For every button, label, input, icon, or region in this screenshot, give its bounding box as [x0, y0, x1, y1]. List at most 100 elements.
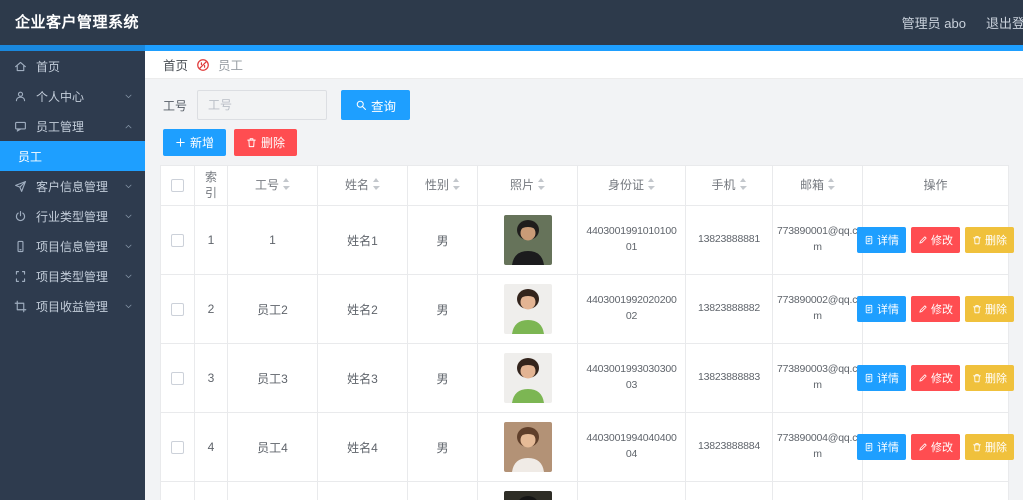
cell-email: 773890002@qq.co m — [772, 274, 863, 345]
cell-actions: 详情 修改 删除 — [857, 412, 1014, 483]
sidebar-item-5[interactable]: 行业类型管理 — [0, 201, 145, 231]
cell-gender: 男 — [407, 205, 478, 276]
detail-row-button[interactable]: 详情 — [857, 365, 906, 392]
brackets-icon — [14, 270, 27, 283]
column-header-label: 操作 — [923, 177, 948, 192]
column-header-5[interactable]: 照片 — [477, 164, 578, 207]
sort-icon[interactable] — [647, 177, 655, 190]
column-header-6[interactable]: 身份证 — [577, 164, 686, 207]
column-header-2[interactable]: 工号 — [227, 164, 318, 207]
plus-icon — [175, 137, 186, 148]
cell-actions: 详情 修改 删除 — [857, 343, 1014, 414]
cell-index: 4 — [194, 412, 228, 483]
current-user-label[interactable]: 管理员 abo — [901, 16, 966, 31]
work-no-input[interactable] — [197, 90, 328, 120]
row-checkbox[interactable] — [171, 372, 184, 386]
employee-photo — [503, 422, 552, 473]
table-row: 3 员工3 姓名3 男 4403001993030300 03 13823888883 77… — [160, 343, 1014, 414]
sidebar-item-4[interactable]: 客户信息管理 — [0, 171, 145, 201]
row-checkbox[interactable] — [171, 234, 184, 248]
chevron-down-icon — [124, 302, 133, 311]
chevron-down-icon — [124, 212, 133, 221]
column-header-label: 姓名 — [344, 177, 369, 192]
cell-email — [772, 481, 863, 500]
row-checkbox[interactable] — [171, 303, 184, 317]
cell-actions: 详情 修改 删除 — [857, 205, 1014, 276]
sort-icon[interactable] — [282, 177, 290, 190]
cell-phone: 13823888881 — [685, 205, 773, 276]
work-no-label: 工号 — [163, 98, 188, 113]
breadcrumb-home[interactable]: 首页 — [163, 59, 189, 73]
action-label: 删除 — [985, 373, 1007, 386]
sort-icon[interactable] — [739, 177, 747, 190]
sort-icon[interactable] — [827, 177, 835, 190]
detail-row-button[interactable]: 详情 — [857, 227, 906, 254]
cell-email: 773890001@qq.co m — [772, 205, 863, 276]
table-row: 2 员工2 姓名2 男 4403001992020200 02 13823888882 77… — [160, 274, 1014, 345]
sidebar-item-6[interactable]: 项目信息管理 — [0, 231, 145, 261]
row-checkbox-cell — [160, 274, 195, 345]
crop-icon — [14, 300, 27, 313]
employee-photo — [503, 215, 552, 266]
sidebar-item-7[interactable]: 项目类型管理 — [0, 261, 145, 291]
select-all-checkbox[interactable] — [171, 179, 184, 193]
employee-photo — [503, 491, 552, 500]
row-checkbox[interactable] — [171, 441, 184, 455]
pencil-icon — [918, 304, 928, 314]
file-icon — [864, 442, 874, 452]
column-header-8[interactable]: 邮箱 — [772, 164, 863, 207]
delete-row-button[interactable]: 删除 — [965, 434, 1014, 461]
table-toolbar: 新增 删除 — [163, 129, 298, 156]
edit-row-button[interactable]: 修改 — [911, 365, 960, 392]
edit-row-button[interactable]: 修改 — [911, 296, 960, 323]
detail-row-button[interactable]: 详情 — [857, 434, 906, 461]
action-label: 详情 — [877, 235, 899, 248]
cell-gender: 男 — [407, 412, 478, 483]
sidebar-item-2[interactable]: 员工管理 — [0, 111, 145, 141]
column-header-1: 索引 — [194, 164, 228, 207]
sidebar-item-1[interactable]: 个人中心 — [0, 81, 145, 111]
trash-icon — [972, 304, 982, 314]
file-icon — [864, 235, 874, 245]
row-checkbox-cell — [160, 343, 195, 414]
action-label: 修改 — [931, 235, 953, 248]
column-header-3[interactable]: 姓名 — [317, 164, 408, 207]
edit-row-button[interactable]: 修改 — [911, 434, 960, 461]
column-header-4[interactable]: 性别 — [407, 164, 478, 207]
sidebar-item-3[interactable]: 员工 — [0, 141, 145, 171]
query-button-label: 查询 — [371, 99, 397, 114]
trash-icon — [972, 235, 982, 245]
column-header-label: 照片 — [509, 177, 534, 192]
cell-id-card: 4403001992020200 02 — [577, 274, 686, 345]
column-header-7[interactable]: 手机 — [685, 164, 773, 207]
sidebar-nav: 首页个人中心员工管理 员工 客户信息管理 行业类型管理 项目信息管理 项目类型管理项目收益… — [0, 51, 145, 500]
sidebar-item-label: 项目收益管理 — [36, 299, 109, 314]
search-form: 工号 查询 — [163, 90, 411, 120]
row-checkbox-cell — [160, 412, 195, 483]
delete-row-button[interactable]: 删除 — [965, 365, 1014, 392]
cell-id-card: 4403001993030300 03 — [577, 343, 686, 414]
employee-photo — [503, 353, 552, 404]
table-body: 1 1 姓名1 男 4403001991010100 01 13823888881 7738… — [160, 205, 1014, 500]
row-actions: 详情 修改 删除 — [857, 434, 1014, 461]
sort-icon[interactable] — [372, 177, 380, 190]
column-header-label: 工号 — [254, 177, 279, 192]
edit-row-button[interactable]: 修改 — [911, 227, 960, 254]
delete-row-button[interactable]: 删除 — [965, 227, 1014, 254]
sidebar-item-0[interactable]: 首页 — [0, 51, 145, 81]
cell-id-card: 4403001994040400 04 — [577, 412, 686, 483]
logout-link[interactable]: 退出登录 — [985, 16, 1023, 31]
sidebar-item-label: 个人中心 — [36, 89, 85, 104]
add-button[interactable]: 新增 — [163, 129, 227, 156]
delete-button[interactable]: 删除 — [234, 129, 298, 156]
sort-icon[interactable] — [537, 177, 545, 190]
sidebar-item-8[interactable]: 项目收益管理 — [0, 291, 145, 321]
column-header-label: 索引 — [204, 170, 217, 200]
cell-work-no: 1 — [227, 205, 318, 276]
action-label: 详情 — [877, 442, 899, 455]
query-button[interactable]: 查询 — [341, 90, 411, 120]
delete-row-button[interactable]: 删除 — [965, 296, 1014, 323]
sort-icon[interactable] — [452, 177, 460, 190]
detail-row-button[interactable]: 详情 — [857, 296, 906, 323]
